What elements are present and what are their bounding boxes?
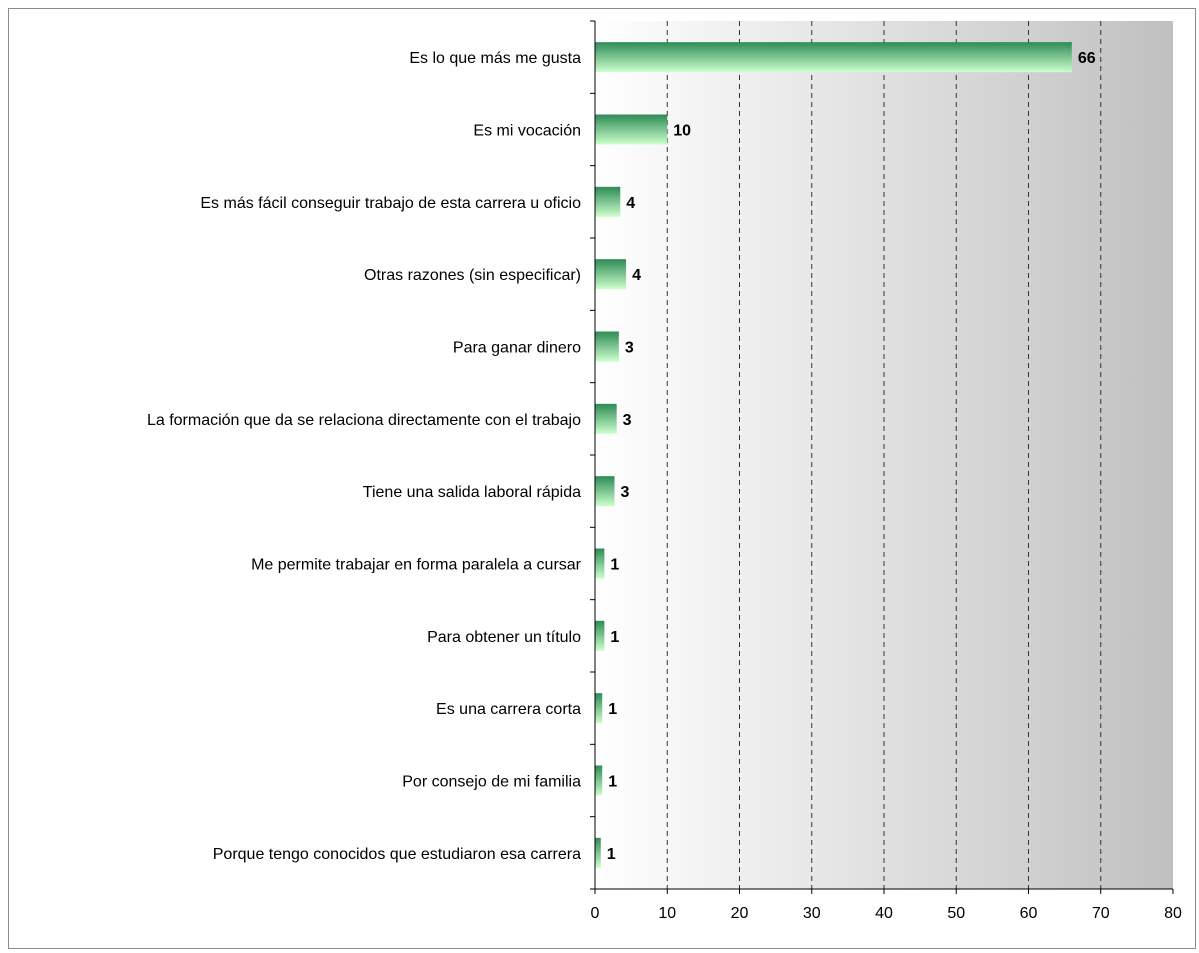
chart-frame: 0 10 20 30 40 50 60 70 80 Es lo que más me gusta 6… bbox=[8, 8, 1196, 949]
bar bbox=[595, 331, 619, 362]
data-label: 3 bbox=[623, 412, 632, 429]
category-label: Porque tengo conocidos que estudiaron es… bbox=[213, 846, 581, 863]
data-label: 10 bbox=[673, 123, 691, 140]
bar bbox=[595, 765, 603, 796]
x-tick-label: 80 bbox=[1164, 905, 1182, 922]
labels: 0 10 20 30 40 50 60 70 80 Es lo que más me gusta 6… bbox=[147, 50, 1182, 922]
x-tick-label: 40 bbox=[875, 905, 893, 922]
bar bbox=[595, 620, 605, 651]
category-label: Es una carrera corta bbox=[436, 701, 581, 718]
bar bbox=[595, 186, 621, 217]
data-label: 1 bbox=[608, 774, 617, 791]
category-label: Es más fácil conseguir trabajo de esta c… bbox=[200, 195, 581, 212]
x-tick-label: 50 bbox=[947, 905, 965, 922]
bar bbox=[595, 259, 627, 290]
category-label: Para obtener un título bbox=[427, 629, 581, 646]
bars bbox=[595, 42, 1072, 868]
bar bbox=[595, 548, 605, 579]
bar bbox=[595, 42, 1072, 73]
x-tick-label: 70 bbox=[1092, 905, 1110, 922]
category-label: Es mi vocación bbox=[473, 123, 581, 140]
data-label: 1 bbox=[610, 629, 619, 646]
bar bbox=[595, 693, 603, 724]
category-label: Me permite trabajar en forma paralela a … bbox=[251, 557, 582, 574]
data-label: 1 bbox=[610, 557, 619, 574]
bar bbox=[595, 114, 668, 145]
data-label: 4 bbox=[626, 195, 635, 212]
category-label: Para ganar dinero bbox=[453, 340, 581, 357]
grid-lines bbox=[666, 21, 1102, 889]
x-tick-label: 0 bbox=[591, 905, 600, 922]
x-tick-label: 20 bbox=[731, 905, 749, 922]
category-label: La formación que da se relaciona directa… bbox=[147, 412, 581, 429]
x-tick-label: 60 bbox=[1020, 905, 1038, 922]
bar bbox=[595, 476, 615, 507]
bar bbox=[595, 837, 601, 868]
data-label: 3 bbox=[625, 340, 634, 357]
data-label: 1 bbox=[607, 846, 616, 863]
x-tick-label: 30 bbox=[803, 905, 821, 922]
category-label: Tiene una salida laboral rápida bbox=[363, 484, 581, 501]
data-label: 3 bbox=[621, 484, 630, 501]
axes bbox=[590, 20, 1174, 894]
category-label: Es lo que más me gusta bbox=[409, 50, 581, 67]
data-label: 4 bbox=[632, 267, 641, 284]
bar-chart: 0 10 20 30 40 50 60 70 80 Es lo que más me gusta 6… bbox=[147, 20, 1182, 922]
category-label: Otras razones (sin especificar) bbox=[364, 267, 581, 284]
data-label: 66 bbox=[1078, 50, 1096, 67]
x-tick-label: 10 bbox=[658, 905, 676, 922]
category-label: Por consejo de mi familia bbox=[402, 774, 581, 791]
data-label: 1 bbox=[608, 701, 617, 718]
bar bbox=[595, 403, 617, 434]
